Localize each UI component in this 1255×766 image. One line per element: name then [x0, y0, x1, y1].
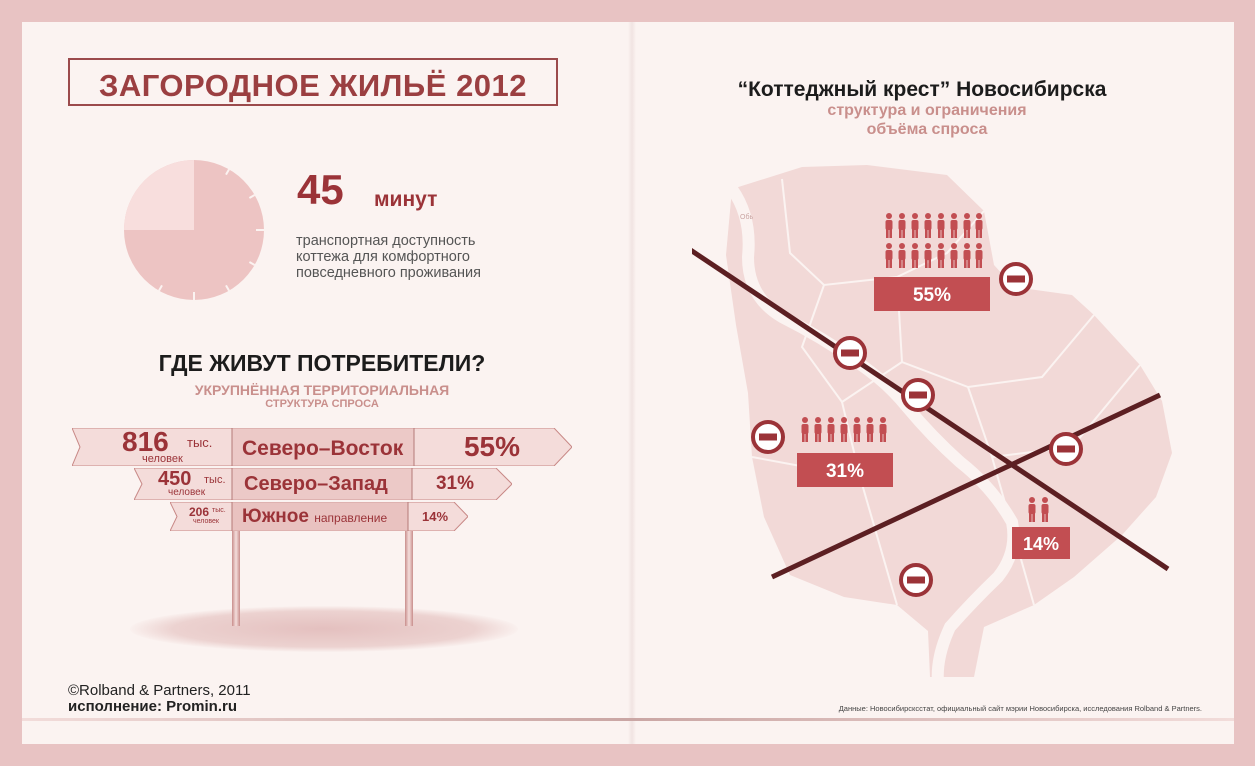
population-value: 450 [158, 468, 192, 490]
page-title: ЗАГОРОДНОЕ ЖИЛЬЁ 2012 [98, 68, 528, 103]
cross-line [770, 392, 1162, 580]
sign-south: 206 тыс. человек Южное направление 14% [170, 502, 468, 531]
region-name: Северо–Восток [242, 437, 404, 460]
description-line: повседневного проживания [296, 265, 482, 281]
population-value: 206 [189, 505, 210, 519]
region-suffix: направление [314, 511, 388, 525]
map-subtitle-2: объёма спроса [866, 121, 988, 138]
city-map: Обь 55% [692, 165, 1172, 688]
population-unit: тыс. [212, 507, 226, 514]
credit-label: исполнение: [68, 698, 162, 715]
credit: исполнение: Promin.ru [68, 698, 237, 715]
zone-percent-northeast: 55% [913, 285, 951, 306]
people-icons-northeast [885, 213, 983, 268]
region-name: Северо–Запад [244, 473, 388, 495]
badge-northwest [797, 453, 893, 487]
copyright: ©Rolband & Partners, 2011 [68, 682, 251, 699]
map-title: “Коттеджный крест” Новосибирска [737, 78, 1107, 101]
river-label: Обь [740, 213, 753, 221]
population-unit: тыс. [187, 435, 213, 450]
credit-link[interactable]: Promin.ru [166, 698, 237, 715]
clock-icon [124, 160, 264, 300]
zone-percent-northwest: 31% [826, 461, 864, 482]
badge-south [1012, 527, 1070, 559]
signpost-pole [232, 522, 240, 626]
description-line: транспортная доступность [296, 233, 476, 249]
population-people: человек [193, 518, 219, 525]
description-line: коттежа для комфортного [296, 249, 470, 265]
consumers-subheading: УКРУПНЁННАЯ ТЕРРИТОРИАЛЬНАЯ [194, 382, 450, 398]
map-subtitle: структура и ограничения [827, 102, 1027, 119]
region-percent: 14% [421, 509, 449, 524]
signpost-pole [405, 522, 413, 626]
sign-shape [134, 468, 512, 500]
region-name: Южное направление [242, 506, 387, 528]
title-box: ЗАГОРОДНОЕ ЖИЛЬЁ 2012 [68, 58, 558, 106]
region-name-text: Южное [242, 506, 309, 527]
bottom-divider [22, 718, 1234, 721]
page-fold [628, 22, 636, 744]
population-unit: тыс. [204, 474, 226, 486]
population-people: человек [142, 453, 183, 465]
infographic-page: ЗАГОРОДНОЕ ЖИЛЬЁ 2012 45 минут транспорт… [22, 22, 1234, 744]
region-percent: 55% [463, 431, 521, 462]
sign-shape [72, 428, 572, 466]
signpost-shadow [130, 606, 518, 652]
minutes-value: 45 [297, 166, 344, 213]
accessibility-description: транспортная доступность коттежа для ком… [296, 233, 536, 281]
sign-shape [170, 502, 468, 531]
consumers-heading: ГДЕ ЖИВУТ ПОТРЕБИТЕЛИ? [158, 350, 486, 376]
region-percent: 31% [435, 473, 475, 494]
sign-northeast: 816 тыс. человек Северо–Восток 55% [72, 426, 572, 466]
minutes-unit: минут [374, 188, 438, 211]
population-people: человек [168, 487, 206, 498]
data-source: Данные: Новосибирсксстат, официальный са… [838, 704, 1202, 713]
population-value: 816 [122, 426, 169, 457]
sign-northwest: 450 тыс. человек Северо–Запад 31% [134, 468, 512, 500]
badge-northeast [874, 277, 990, 311]
consumers-subheading-2: СТРУКТУРА СПРОСА [265, 398, 379, 410]
restriction-icons [751, 262, 1083, 597]
zone-percent-south: 14% [1023, 534, 1059, 554]
